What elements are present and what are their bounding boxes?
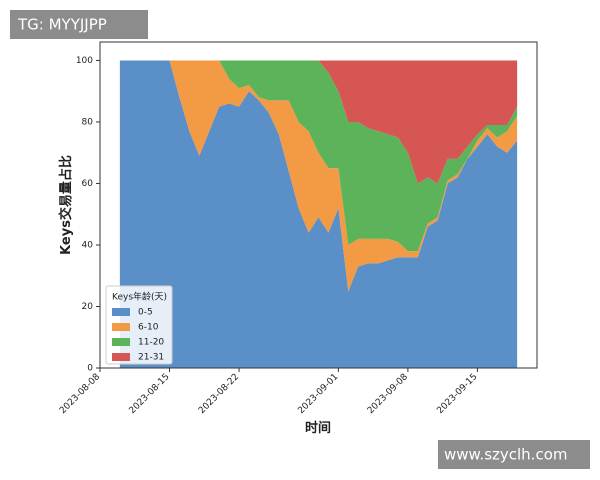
- watermark: www.szyclh.com: [444, 446, 568, 464]
- y-tick-label: 20: [82, 302, 94, 312]
- legend-label: 21-31: [138, 353, 164, 363]
- x-tick-label: 2023-08-08: [58, 372, 102, 416]
- legend-label: 0-5: [138, 308, 153, 318]
- x-tick-label: 2023-09-15: [435, 372, 479, 416]
- y-tick-label: 60: [82, 179, 94, 189]
- x-tick-label: 2023-09-01: [296, 372, 340, 416]
- y-tick-label: 0: [87, 364, 93, 374]
- plot-frame: [99, 41, 538, 369]
- area: [119, 60, 518, 252]
- y-tick-label: 80: [82, 117, 94, 127]
- area: [119, 60, 518, 184]
- legend: Keys年龄(天) 0-5 6-10 11-20 21-31: [105, 285, 173, 365]
- x-tick-label: 2023-09-08: [366, 372, 410, 416]
- x-tick-label: 2023-08-15: [128, 372, 172, 416]
- legend-title: Keys年龄(天): [112, 291, 167, 303]
- legend-swatch: [112, 338, 130, 346]
- legend-swatch: [112, 353, 130, 361]
- legend-swatch: [112, 308, 130, 316]
- watermark-box: [438, 440, 590, 469]
- legend-label: 6-10: [138, 323, 159, 333]
- x-axis-label: 时间: [305, 420, 331, 436]
- legend-swatch: [112, 323, 130, 331]
- x-tick-label: 2023-08-22: [197, 372, 241, 416]
- watermark: TG: MYYJJPP: [17, 16, 107, 34]
- watermark-box: [10, 10, 148, 39]
- area: [119, 60, 518, 292]
- area: [119, 60, 518, 369]
- y-axis-label: Keys交易量占比: [58, 155, 74, 255]
- y-tick-label: 100: [76, 56, 93, 66]
- y-tick-label: 40: [82, 240, 94, 250]
- legend-label: 11-20: [138, 338, 164, 348]
